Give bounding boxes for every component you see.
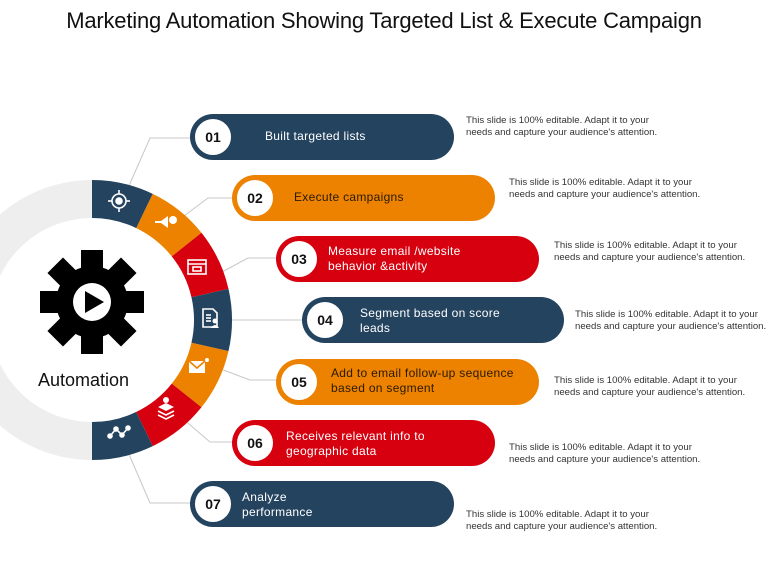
center-label: Automation (38, 370, 130, 390)
analytics-nodes-icon (107, 425, 131, 439)
step-number: 02 (235, 178, 275, 218)
target-icon (108, 190, 130, 212)
step-number: 07 (193, 484, 233, 524)
step-07-description: This slide is 100% editable. Adapt it to… (466, 509, 658, 532)
step-06-description: This slide is 100% editable. Adapt it to… (509, 442, 701, 465)
step-02-pill[interactable]: 02 Execute campaigns (232, 175, 495, 221)
ring-background (0, 180, 92, 460)
step-number: 06 (235, 423, 275, 463)
step-05-description: This slide is 100% editable. Adapt it to… (554, 375, 746, 398)
step-label: Execute campaigns (294, 190, 404, 204)
step-label: Receives relevant info to geographic dat… (286, 429, 425, 458)
step-04-description: This slide is 100% editable. Adapt it to… (575, 309, 767, 332)
step-label: Analyze performance (242, 490, 313, 519)
gear-play-icon (40, 250, 144, 354)
browser-window-icon (187, 259, 207, 275)
step-07-pill[interactable]: 07 Analyze performance (190, 481, 454, 527)
megaphone-icon (155, 216, 177, 228)
step-06-pill[interactable]: 06 Receives relevant info to geographic … (232, 420, 495, 466)
step-label: Add to email follow-up sequence based on… (331, 366, 514, 395)
step-04-pill[interactable]: 04 Segment based on score leads (302, 297, 564, 343)
ring-segment-02 (136, 193, 202, 257)
step-number: 01 (193, 117, 233, 157)
email-icon (188, 357, 210, 373)
map-layers-pin-icon (157, 397, 175, 420)
step-03-pill[interactable]: 03 Measure email /website behavior &acti… (276, 236, 539, 282)
connector-lines (127, 137, 304, 504)
ring-segment-01 (92, 180, 153, 229)
ring-segment-04 (191, 288, 233, 352)
step-label: Segment based on score leads (360, 306, 501, 335)
step-05-pill[interactable]: 05 Add to email follow-up sequence based… (276, 359, 539, 405)
step-01-description: This slide is 100% editable. Adapt it to… (466, 115, 658, 138)
ring-segment-05 (171, 342, 229, 408)
document-user-icon (202, 308, 219, 328)
slide-title: Marketing Automation Showing Targeted Li… (66, 8, 702, 33)
ring-segment-03 (171, 232, 229, 298)
step-number: 05 (279, 362, 319, 402)
step-number: 03 (279, 239, 319, 279)
step-03-description: This slide is 100% editable. Adapt it to… (554, 240, 746, 263)
ring-segment-06 (136, 383, 202, 447)
step-label: Built targeted lists (265, 129, 366, 143)
step-label: Measure email /website behavior &activit… (328, 244, 461, 273)
step-01-pill[interactable]: 01 Built targeted lists (190, 114, 454, 160)
step-02-description: This slide is 100% editable. Adapt it to… (509, 177, 701, 200)
step-number: 04 (305, 300, 345, 340)
